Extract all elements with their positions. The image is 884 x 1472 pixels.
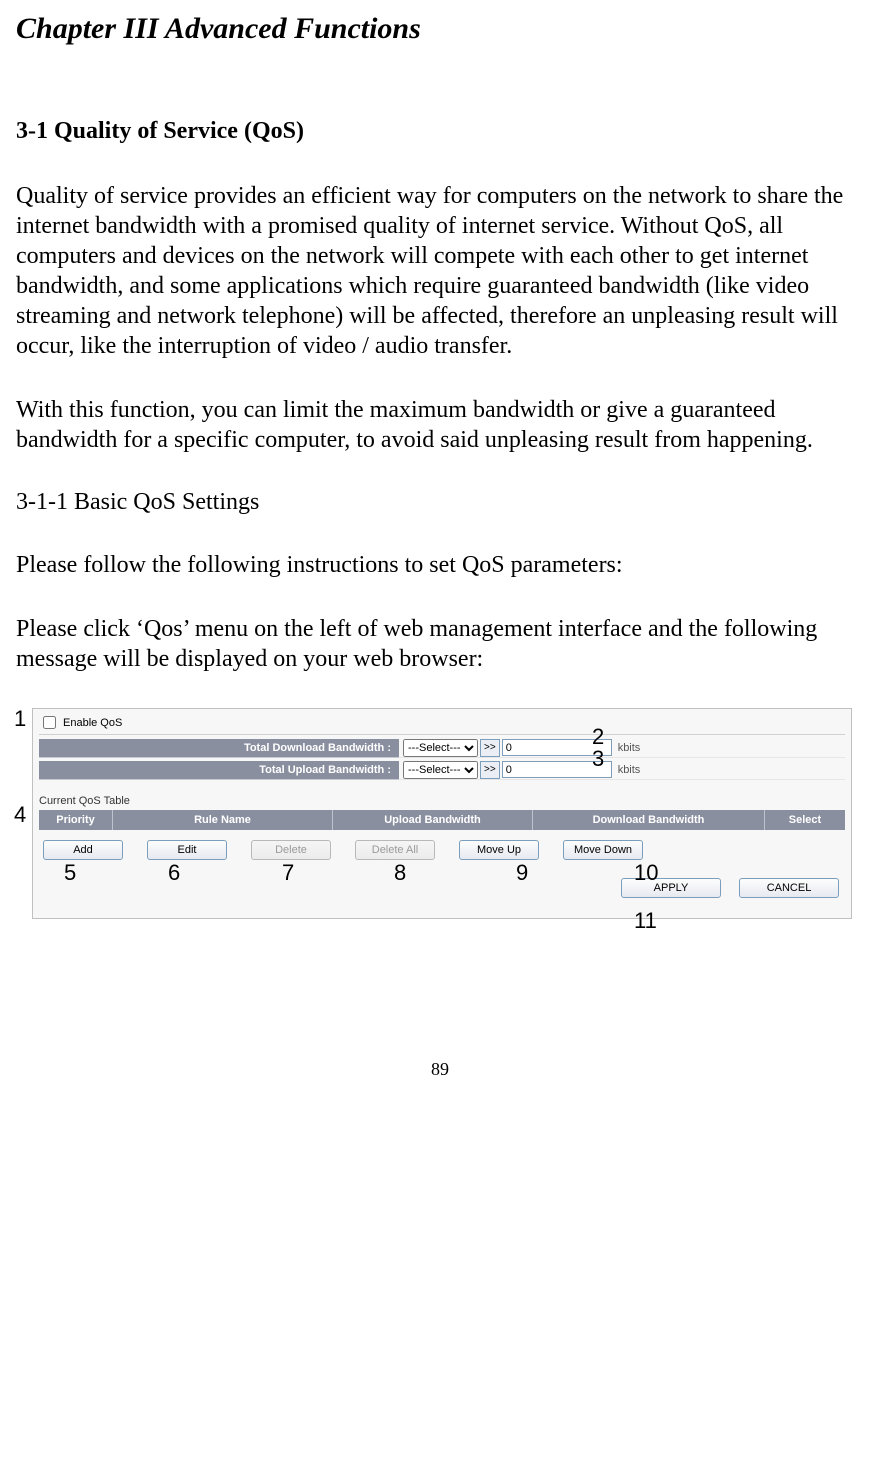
move-up-button[interactable]: Move Up (459, 840, 539, 860)
qos-panel: Enable QoS Total Download Bandwidth : --… (32, 708, 852, 919)
download-bandwidth-select[interactable]: ---Select--- (403, 739, 478, 757)
col-select: Select (765, 810, 845, 830)
upload-bandwidth-select[interactable]: ---Select--- (403, 761, 478, 779)
callout-4: 4 (14, 802, 26, 828)
upload-bandwidth-label: Total Upload Bandwidth : (39, 761, 399, 780)
move-down-button[interactable]: Move Down (563, 840, 643, 860)
callout-11: 11 (634, 908, 657, 934)
edit-button[interactable]: Edit (147, 840, 227, 860)
qos-screenshot-wrap: 1 2 3 4 5 6 7 8 9 10 11 Enable QoS Total… (16, 708, 864, 919)
qos-table-caption: Current QoS Table (39, 795, 845, 807)
add-button[interactable]: Add (43, 840, 123, 860)
col-priority: Priority (39, 810, 113, 830)
download-bandwidth-label: Total Download Bandwidth : (39, 739, 399, 758)
delete-all-button[interactable]: Delete All (355, 840, 435, 860)
enable-qos-label: Enable QoS (63, 717, 122, 729)
col-rule: Rule Name (113, 810, 333, 830)
section-heading: 3-1 Quality of Service (QoS) (16, 118, 864, 145)
callout-3: 3 (592, 746, 604, 772)
paragraph-3: Please follow the following instructions… (16, 550, 864, 580)
delete-button[interactable]: Delete (251, 840, 331, 860)
page-number: 89 (16, 1059, 864, 1080)
col-download: Download Bandwidth (533, 810, 765, 830)
chapter-title: Chapter III Advanced Functions (16, 12, 864, 46)
download-kbits-label: kbits (618, 742, 641, 754)
col-upload: Upload Bandwidth (333, 810, 533, 830)
download-arrow-button[interactable]: >> (480, 739, 500, 757)
upload-kbits-label: kbits (618, 764, 641, 776)
subsection-heading: 3-1-1 Basic QoS Settings (16, 489, 864, 516)
callout-7: 7 (282, 860, 294, 886)
callout-5: 5 (64, 860, 76, 886)
callout-6: 6 (168, 860, 180, 886)
upload-arrow-button[interactable]: >> (480, 761, 500, 779)
callout-1: 1 (14, 706, 26, 732)
paragraph-1: Quality of service provides an efficient… (16, 181, 864, 361)
paragraph-4: Please click ‘Qos’ menu on the left of w… (16, 614, 864, 674)
callout-9: 9 (516, 860, 528, 886)
callout-10: 10 (634, 860, 658, 886)
paragraph-2: With this function, you can limit the ma… (16, 395, 864, 455)
cancel-button[interactable]: CANCEL (739, 878, 839, 898)
callout-8: 8 (394, 860, 406, 886)
qos-table-header: Priority Rule Name Upload Bandwidth Down… (39, 810, 845, 830)
enable-qos-checkbox[interactable] (43, 716, 56, 729)
